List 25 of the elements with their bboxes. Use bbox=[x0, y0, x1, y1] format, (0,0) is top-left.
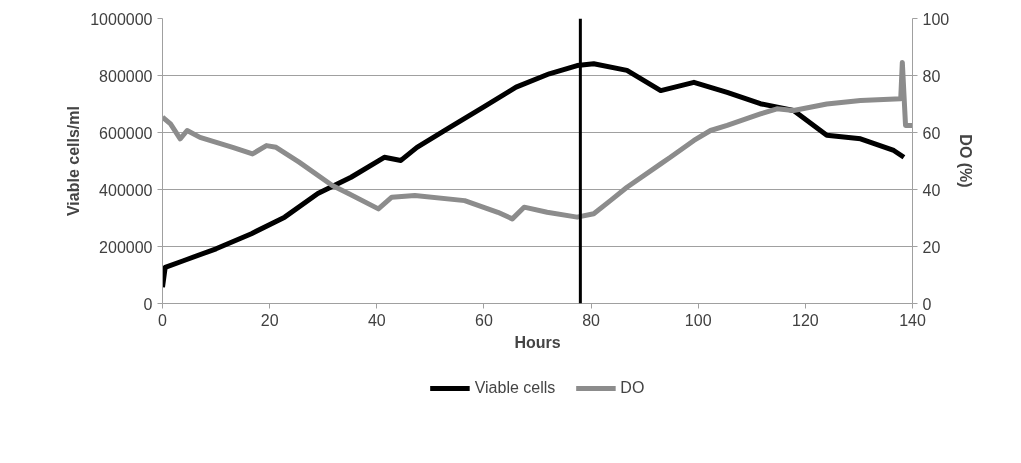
y2-axis-title: DO (%) bbox=[957, 134, 975, 188]
y-tick-label: 600000 bbox=[99, 124, 153, 142]
x-tick-label: 20 bbox=[260, 311, 279, 329]
y2-tick-label: 100 bbox=[922, 10, 950, 28]
y-tick-label: 0 bbox=[143, 295, 153, 313]
x-tick-label: 0 bbox=[158, 311, 168, 329]
y2-tick-label: 20 bbox=[922, 238, 941, 256]
legend-label: Viable cells bbox=[474, 379, 556, 397]
y2-tick-label: 60 bbox=[922, 124, 941, 142]
x-tick-label: 100 bbox=[684, 311, 712, 329]
x-tick-label: 140 bbox=[899, 311, 926, 329]
y2-tick-label: 80 bbox=[922, 67, 941, 85]
y-tick-label: 1000000 bbox=[90, 10, 153, 28]
y-axis-title: Viable cells/ml bbox=[65, 106, 83, 216]
legend-label: DO bbox=[620, 379, 645, 397]
y2-tick-label: 40 bbox=[922, 181, 941, 199]
x-tick-label: 80 bbox=[582, 311, 601, 329]
x-tick-label: 60 bbox=[475, 311, 493, 329]
x-tick-label: 120 bbox=[792, 311, 819, 329]
y-tick-label: 200000 bbox=[99, 238, 153, 256]
y-tick-label: 400000 bbox=[99, 181, 153, 199]
y-tick-label: 800000 bbox=[99, 67, 153, 85]
x-tick-label: 40 bbox=[367, 311, 386, 329]
x-axis-title: Hours bbox=[514, 333, 561, 351]
y2-tick-label: 0 bbox=[922, 295, 932, 313]
